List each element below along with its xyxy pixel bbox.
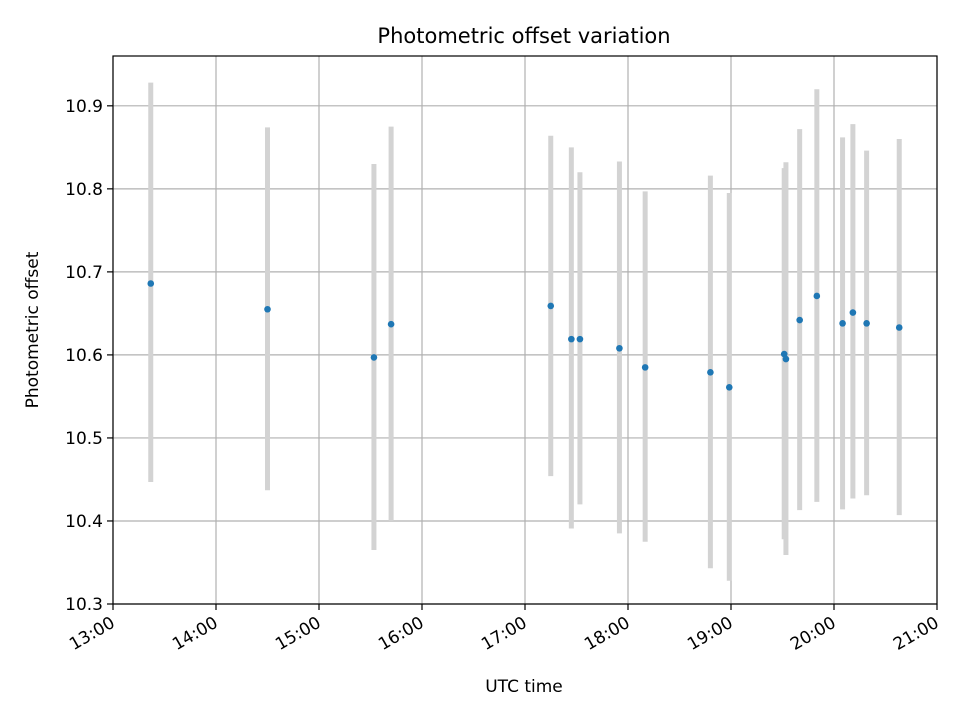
y-tick-label: 10.7 [65,263,103,283]
data-point [782,355,790,363]
data-point [839,320,846,327]
x-axis-label: UTC time [485,677,563,697]
data-point [547,302,555,310]
data-point [387,320,395,328]
y-tick-label: 10.4 [65,512,103,532]
y-tick-label: 10.3 [65,595,103,615]
data-point [147,280,155,287]
data-point [576,335,584,343]
data-point [780,350,788,358]
y-axis-ticks: 10.3 10.4 10.5 10.6 10.7 10.8 10.9 [65,97,113,615]
data-point [568,335,575,343]
data-point [725,383,733,391]
data-points [147,280,903,391]
y-tick-label: 10.8 [65,180,103,200]
data-point [895,324,903,331]
data-point [616,344,623,352]
y-tick-label: 10.9 [65,97,103,117]
data-point [796,316,803,324]
y-tick-label: 10.5 [65,429,103,449]
data-point [264,305,271,313]
data-point [849,309,857,316]
data-point [641,364,649,371]
data-point [863,320,870,327]
data-point [813,292,821,300]
y-axis-label: Photometric offset [23,251,43,408]
data-point [370,354,378,361]
chart-title: Photometric offset variation [377,24,670,48]
data-point [707,369,714,376]
y-tick-label: 10.6 [65,346,103,366]
